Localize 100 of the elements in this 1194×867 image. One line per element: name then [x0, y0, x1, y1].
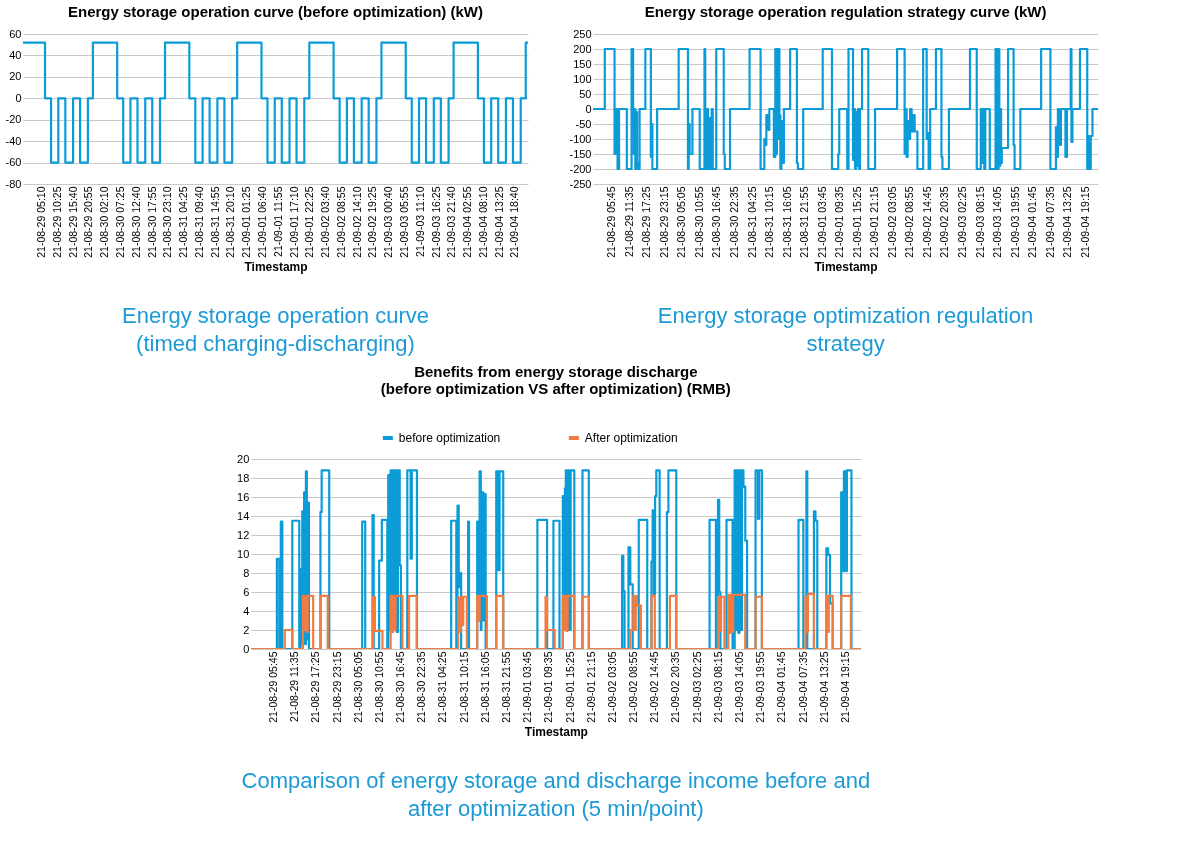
x-tick-label: 21-09-04 13:25 [1061, 186, 1074, 258]
x-tick-label: 21-09-04 13:25 [817, 651, 830, 723]
y-tick-label: 0 [585, 102, 592, 115]
y-tick-label: 10 [237, 547, 250, 560]
x-tick-label: 21-08-29 15:40 [66, 186, 79, 258]
text: Comparison of energy storage and discharge income before and after optimization (5 min/point) [241, 768, 871, 821]
y-tick-label: 20 [9, 70, 22, 83]
x-tick-label: 21-09-01 21:15 [584, 651, 597, 723]
x-tick-label: 21-09-02 08:55 [334, 186, 347, 258]
chart-title: Energy storage operation curve (before optimization) (kW) [67, 3, 484, 20]
x-tick-label: 21-09-01 21:15 [868, 186, 881, 258]
x-tick-label: 21-09-03 19:55 [1008, 186, 1021, 258]
y-tick-label: -40 [5, 134, 22, 147]
x-tick-label: 21-09-02 03:40 [319, 186, 332, 258]
y-tick-label: -100 [569, 132, 592, 145]
x-tick-label: 21-08-30 05:05 [351, 651, 364, 723]
x-tick-label: 21-08-30 16:45 [710, 186, 723, 258]
x-tick-label: 21-09-03 19:55 [754, 651, 767, 723]
x-tick-label: 21-09-01 09:35 [833, 186, 846, 258]
x-tick-label: 21-08-31 16:05 [478, 651, 491, 723]
x-tick-label: 21-09-01 03:45 [521, 651, 534, 723]
x-tick-label: 21-08-30 07:25 [113, 186, 126, 258]
x-axis-title: Timestamp [524, 724, 588, 739]
x-tick-label: 21-09-03 02:25 [955, 186, 968, 258]
y-tick-label: 0 [243, 642, 250, 655]
text: Energy storage optimization regulation strategy [657, 303, 1034, 356]
x-tick-label: 21-08-29 11:35 [622, 186, 635, 257]
y-tick-label: 16 [237, 490, 250, 503]
x-tick-label: 21-08-31 21:55 [798, 186, 811, 258]
y-tick-label: -250 [569, 177, 592, 190]
x-tick-label: 21-09-04 18:40 [508, 186, 521, 258]
x-tick-label: 21-08-31 10:15 [457, 651, 470, 723]
x-tick-label: 21-09-01 03:45 [815, 186, 828, 258]
x-tick-label: 21-09-04 07:35 [1043, 186, 1056, 258]
legend-label: After optimization [584, 431, 678, 445]
x-tick-label: 21-09-04 02:55 [461, 186, 474, 258]
x-tick-label: 21-08-30 23:10 [161, 186, 174, 258]
x-tick-label: 21-09-02 03:05 [885, 186, 898, 258]
x-tick-label: 21-09-02 03:05 [605, 651, 618, 723]
x-tick-label: 21-09-03 21:40 [445, 186, 458, 258]
x-tick-label: 21-09-03 02:25 [690, 651, 703, 723]
x-tick-label: 21-09-04 01:45 [1026, 186, 1039, 258]
x-tick-label: 21-09-02 08:55 [627, 651, 640, 723]
x-tick-label: 21-08-29 17:25 [309, 651, 322, 723]
x-tick-label: 21-09-02 19:25 [366, 186, 379, 258]
x-tick-label: 21-09-01 17:10 [287, 186, 300, 258]
x-tick-label: 21-08-31 09:40 [192, 186, 205, 258]
x-tick-label: 21-08-31 14:55 [208, 186, 221, 258]
y-tick-label: -50 [575, 117, 592, 130]
x-tick-label: 21-08-29 10:25 [50, 186, 63, 258]
x-tick-label: 21-09-04 19:15 [1078, 186, 1091, 258]
x-tick-label: 21-08-30 22:35 [728, 186, 741, 258]
x-tick-label: 21-08-30 02:10 [98, 186, 111, 258]
x-tick-label: 21-09-02 20:35 [669, 651, 682, 723]
x-tick-label: 21-09-04 19:15 [838, 651, 851, 723]
chart-title: Benefits from energy storage discharge (before optimization VS after optimization) (RMB) [380, 363, 731, 397]
x-tick-label: 21-09-03 14:05 [733, 651, 746, 723]
x-tick-label: 21-08-31 21:55 [500, 651, 513, 723]
x-tick-label: 21-09-01 09:35 [542, 651, 555, 723]
y-tick-label: 50 [579, 87, 592, 100]
x-tick-label: 21-09-02 20:35 [938, 186, 951, 258]
x-tick-label: 21-09-01 22:25 [303, 186, 316, 258]
x-tick-label: 21-09-01 15:25 [563, 651, 576, 723]
x-tick-label: 21-09-03 11:10 [413, 186, 426, 257]
x-tick-label: 21-08-30 16:45 [394, 651, 407, 723]
x-tick-label: 21-08-30 12:40 [129, 186, 142, 258]
y-tick-label: 6 [243, 585, 250, 598]
x-tick-label: 21-08-30 22:35 [415, 651, 428, 723]
y-tick-label: 250 [573, 27, 592, 40]
y-tick-label: 18 [237, 471, 250, 484]
x-tick-label: 21-09-01 15:25 [850, 186, 863, 258]
x-tick-label: 21-08-31 20:10 [224, 186, 237, 258]
x-tick-label: 21-09-04 13:25 [492, 186, 505, 258]
x-tick-label: 21-09-03 14:05 [991, 186, 1004, 258]
x-tick-label: 21-08-29 23:15 [330, 651, 343, 723]
x-tick-label: 21-08-29 20:55 [82, 186, 95, 258]
x-tick-label: 21-09-01 01:25 [240, 186, 253, 258]
text: Energy storage operation curve (timed charging-discharging) [122, 303, 429, 356]
y-tick-label: 14 [237, 509, 250, 522]
chart-title: Energy storage operation regulation strategy curve (kW) [644, 3, 1047, 20]
x-tick-label: 21-09-04 08:10 [476, 186, 489, 258]
x-tick-label: 21-09-04 07:35 [796, 651, 809, 723]
x-tick-label: 21-08-29 05:45 [605, 186, 618, 258]
x-tick-label: 21-08-30 05:05 [675, 186, 688, 258]
y-tick-label: 2 [243, 623, 250, 636]
x-axis-title: Timestamp [814, 259, 878, 274]
y-tick-label: 100 [573, 72, 592, 85]
y-tick-label: -60 [5, 156, 22, 169]
y-tick-label: -150 [569, 147, 592, 160]
x-tick-label: 21-08-29 05:10 [35, 186, 48, 258]
x-tick-label: 21-09-02 08:55 [903, 186, 916, 258]
x-tick-label: 21-08-29 11:35 [288, 651, 301, 722]
x-tick-label: 21-09-03 16:25 [429, 186, 442, 258]
y-tick-label: -80 [5, 177, 22, 190]
y-tick-label: 20 [237, 452, 250, 465]
y-tick-label: 4 [243, 604, 250, 617]
x-tick-label: 21-09-03 00:40 [382, 186, 395, 258]
x-tick-label: 21-09-02 14:45 [920, 186, 933, 258]
y-tick-label: 8 [243, 566, 250, 579]
x-tick-label: 21-09-03 05:55 [398, 186, 411, 258]
